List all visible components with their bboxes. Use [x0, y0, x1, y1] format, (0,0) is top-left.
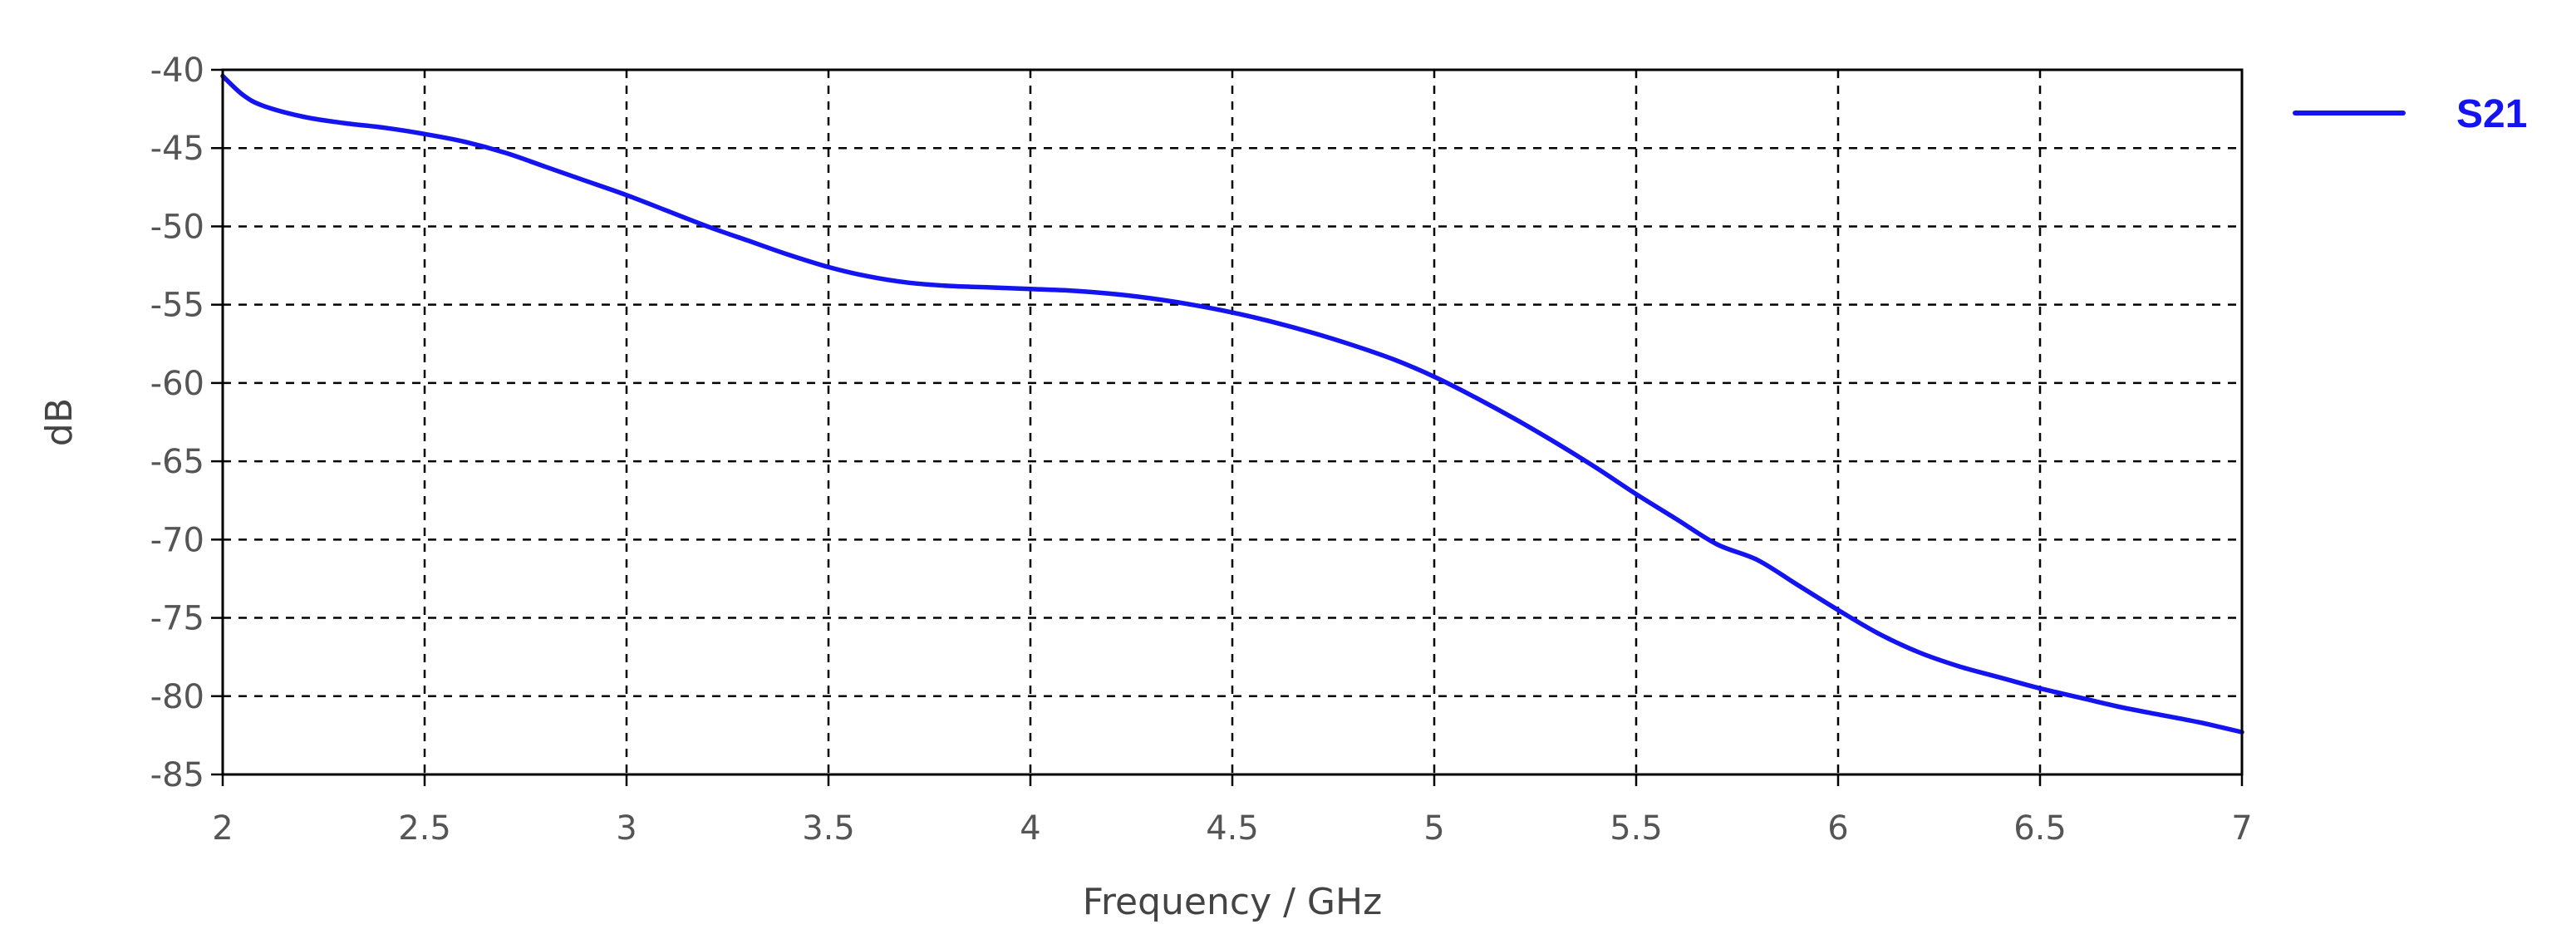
x-tick-label: 5.5 — [1610, 809, 1663, 848]
y-tick-label: -40 — [150, 52, 204, 90]
y-tick-labels: -40 -45 -50 -55 -60 -65 -70 -75 -80 -85 — [150, 52, 204, 794]
x-tick-label: 3 — [616, 809, 637, 848]
y-tick-label: -65 — [150, 443, 204, 481]
x-tick-label: 6 — [1827, 809, 1848, 848]
y-tick-label: -55 — [150, 287, 204, 325]
y-tick-label: -45 — [150, 130, 204, 168]
tick-marks — [211, 68, 2244, 786]
x-tick-label: 6.5 — [2013, 809, 2067, 848]
x-tick-label: 3.5 — [802, 809, 855, 848]
y-tick-label: -80 — [150, 678, 204, 716]
y-tick-label: -60 — [150, 365, 204, 403]
x-tick-labels: 2 2.5 3 3.5 4 4.5 5 5.5 6 6.5 7 — [212, 809, 2252, 848]
y-tick-label: -85 — [150, 756, 204, 794]
y-tick-label: -75 — [150, 600, 204, 638]
y-tick-label: -70 — [150, 521, 204, 559]
series-line-s21 — [220, 73, 2244, 735]
x-tick-label: 7 — [2231, 809, 2252, 848]
y-tick-label: -50 — [150, 208, 204, 246]
grid-lines — [223, 70, 2242, 774]
x-axis-label: Frequency / GHz — [1083, 881, 1382, 923]
x-tick-label: 4.5 — [1206, 809, 1259, 848]
x-tick-label: 2 — [212, 809, 233, 848]
x-tick-label: 5 — [1423, 809, 1444, 848]
x-tick-label: 2.5 — [398, 809, 451, 848]
y-axis-label: dB — [38, 398, 81, 446]
legend-label-s21: S21 — [2456, 92, 2527, 136]
series-layer — [220, 73, 2244, 735]
x-tick-label: 4 — [1020, 809, 1040, 848]
plot-frame — [221, 68, 2244, 776]
legend[interactable]: S21 — [2293, 92, 2527, 136]
